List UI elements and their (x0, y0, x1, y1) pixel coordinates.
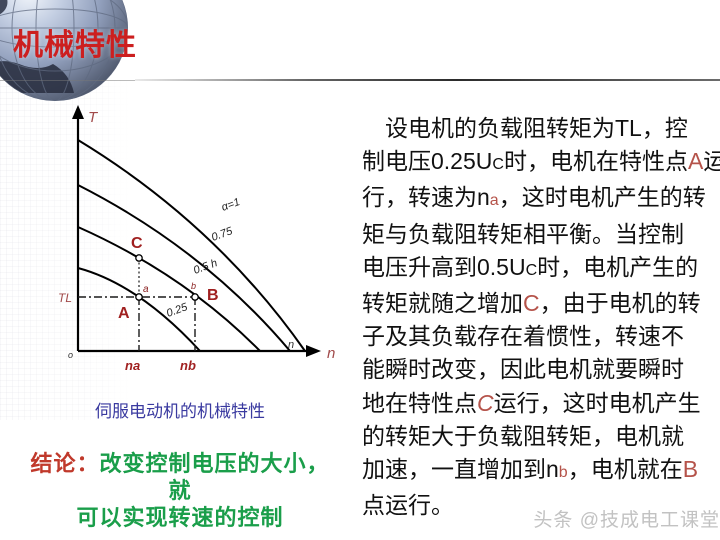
svg-text:na: na (125, 358, 140, 373)
svg-text:α=1: α=1 (220, 196, 242, 214)
svg-text:B: B (207, 287, 219, 304)
svg-text:A: A (118, 305, 130, 322)
svg-text:0.25: 0.25 (165, 301, 190, 320)
svg-text:b: b (191, 281, 196, 291)
svg-text:0.75: 0.75 (210, 225, 235, 244)
svg-text:a: a (143, 284, 149, 295)
svg-text:o: o (68, 350, 73, 360)
svg-text:T: T (88, 109, 99, 126)
svg-text:TL: TL (58, 291, 72, 305)
svg-text:C: C (131, 235, 143, 252)
svg-text:nb: nb (180, 358, 196, 373)
svg-text:n: n (288, 339, 294, 351)
svg-text:n: n (327, 345, 335, 362)
